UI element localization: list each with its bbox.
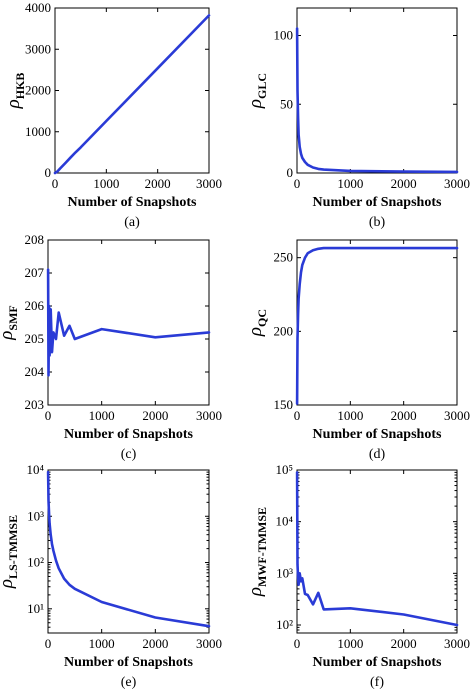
- y-tick-label: 207: [25, 265, 45, 280]
- x-tick-label: 2000: [391, 408, 417, 423]
- y-tick-label: 100: [274, 28, 294, 43]
- x-tick-label: 3000: [444, 176, 470, 191]
- y-axis-subscript: HKB: [13, 73, 27, 100]
- series-line-a: [53, 14, 211, 175]
- x-tick-label: 0: [294, 176, 301, 191]
- plot-frame: [296, 239, 458, 406]
- x-tick-label: 3000: [444, 636, 470, 651]
- y-tick-label: 208: [25, 232, 45, 247]
- y-tick-label: 10¹: [27, 601, 44, 616]
- plot-frame: [296, 7, 458, 174]
- x-tick-label: 1000: [337, 636, 363, 651]
- y-axis-symbol: ρ: [245, 99, 266, 109]
- y-tick-label: 200: [274, 323, 294, 338]
- y-axis-symbol: ρ: [0, 331, 17, 341]
- x-tick-label: 0: [52, 176, 59, 191]
- y-tick-label: 205: [25, 331, 45, 346]
- panel-b: 0 1000 2000 3000 0 50 100 Number of Snapshots (b…: [245, 7, 470, 230]
- panel-a: 0 1000 2000 3000 0 1000 2000 3000 4000 Number of …: [3, 0, 222, 230]
- x-tick-label: 2000: [142, 408, 168, 423]
- panel-label: (d): [369, 447, 386, 462]
- y-tick-label: 50: [280, 96, 293, 111]
- y-tick-label: 2000: [25, 83, 51, 98]
- y-axis-subscript: MWF-TMMSE: [255, 507, 269, 587]
- x-tick-label: 0: [45, 408, 52, 423]
- x-axis-label: Number of Snapshots: [313, 195, 442, 210]
- plot-frame: [296, 469, 458, 634]
- y-tick-label: 0: [45, 165, 52, 180]
- panel-label: (e): [121, 675, 137, 690]
- plot-frame: [47, 469, 210, 634]
- y-axis-symbol: ρ: [245, 587, 266, 597]
- y-axis-subscript: GLC: [255, 73, 269, 99]
- y-tick-label: 10³: [27, 508, 44, 523]
- series-line-d: [295, 246, 459, 405]
- y-axis-symbol: ρ: [245, 327, 266, 337]
- series-line-e: [46, 470, 211, 628]
- panel-label: (f): [370, 675, 384, 690]
- panel-d: 0 1000 2000 3000 150 200 250 Number of Snapshot…: [245, 239, 470, 462]
- x-tick-label: 1000: [93, 176, 119, 191]
- x-tick-label: 1000: [89, 636, 115, 651]
- x-tick-label: 3000: [196, 408, 222, 423]
- y-axis-label: ρLS-TMMSE: [0, 515, 20, 589]
- panel-c: 0 1000 2000 3000 203 204 205 206 207 208 Number of…: [0, 232, 222, 462]
- x-tick-label: 2000: [391, 176, 417, 191]
- y-axis-symbol: ρ: [3, 99, 24, 109]
- y-tick-label: 10²: [276, 617, 293, 632]
- x-tick-label: 2000: [142, 636, 168, 651]
- y-tick-label: 10⁴: [26, 462, 44, 477]
- y-axis-label: ρSMF: [0, 305, 20, 340]
- x-tick-label: 0: [294, 636, 301, 651]
- series-line-f: [295, 471, 459, 627]
- x-axis-label: Number of Snapshots: [313, 427, 442, 442]
- y-tick-label: 3000: [25, 41, 51, 56]
- y-axis-subscript: LS-TMMSE: [6, 515, 20, 579]
- x-axis-label: Number of Snapshots: [68, 195, 197, 210]
- x-tick-label: 3000: [444, 408, 470, 423]
- plot-frame: [47, 239, 210, 406]
- x-tick-label: 0: [294, 408, 301, 423]
- y-tick-label: 1000: [25, 124, 51, 139]
- x-tick-label: 2000: [145, 176, 171, 191]
- x-tick-label: 0: [45, 636, 52, 651]
- x-tick-label: 3000: [196, 176, 222, 191]
- x-tick-label: 1000: [337, 176, 363, 191]
- y-axis-symbol: ρ: [0, 579, 17, 589]
- y-tick-label: 0: [287, 165, 294, 180]
- x-tick-label: 1000: [337, 408, 363, 423]
- panel-label: (b): [369, 215, 386, 230]
- x-tick-label: 1000: [89, 408, 115, 423]
- y-tick-label: 203: [25, 397, 45, 412]
- y-tick-label: 204: [25, 364, 45, 379]
- panel-label: (a): [124, 215, 140, 230]
- y-tick-label: 10⁴: [275, 514, 293, 529]
- x-axis-label: Number of Snapshots: [313, 655, 442, 670]
- x-tick-label: 3000: [196, 636, 222, 651]
- y-tick-label: 10³: [276, 565, 293, 580]
- y-tick-label: 250: [274, 250, 294, 265]
- y-tick-label: 206: [25, 298, 45, 313]
- y-axis-label: ρGLC: [245, 73, 269, 109]
- y-tick-label: 10²: [27, 555, 44, 570]
- panel-e: 0 1000 2000 3000 10¹ 10² 10³ 10⁴ Number of Snaps…: [0, 462, 222, 690]
- y-axis-subscript: SMF: [6, 305, 20, 330]
- y-tick-label: 150: [274, 397, 294, 412]
- y-axis-label: ρQC: [245, 309, 269, 337]
- series-line-c: [46, 268, 211, 377]
- y-axis-label: ρHKB: [3, 73, 27, 110]
- x-tick-label: 2000: [391, 636, 417, 651]
- panel-f: 0 1000 2000 3000 10² 10³ 10⁴ 10⁵ Number of Snaps…: [245, 462, 470, 690]
- y-axis-subscript: QC: [255, 309, 269, 327]
- y-axis-label: ρMWF-TMMSE: [245, 507, 269, 597]
- y-tick-label: 4000: [25, 0, 51, 15]
- series-line-b: [295, 27, 459, 174]
- x-axis-label: Number of Snapshots: [64, 655, 193, 670]
- x-axis-label: Number of Snapshots: [64, 427, 193, 442]
- panel-label: (c): [121, 447, 137, 462]
- y-tick-label: 10⁵: [275, 462, 293, 477]
